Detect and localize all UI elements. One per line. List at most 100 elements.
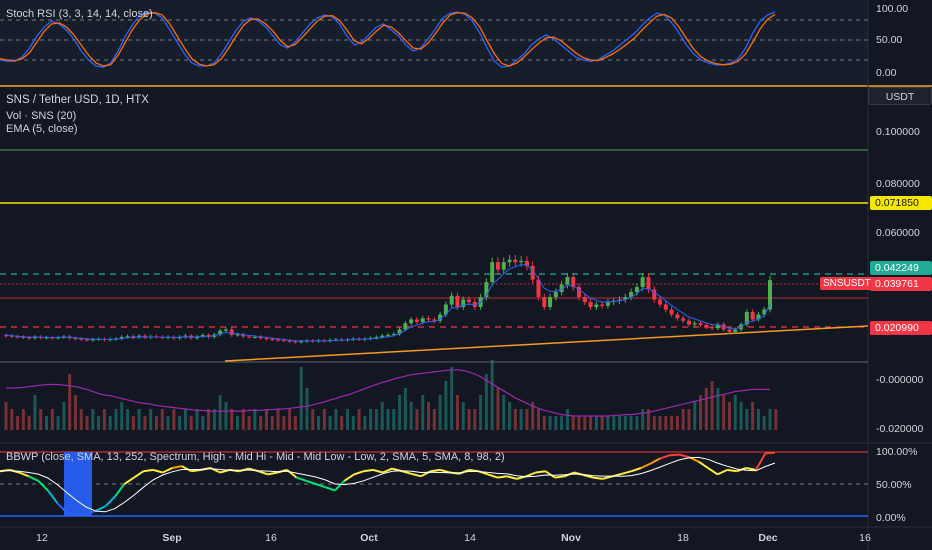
volume-bar bbox=[97, 416, 101, 430]
volume-bar bbox=[704, 388, 708, 430]
volume-bar bbox=[131, 416, 135, 430]
candle-body bbox=[264, 338, 269, 340]
candle-body bbox=[490, 262, 495, 283]
volume-bar bbox=[577, 416, 581, 430]
candle-body bbox=[218, 330, 223, 335]
volume-bar bbox=[154, 416, 158, 430]
bbwp-segment bbox=[439, 468, 450, 474]
candle-body bbox=[229, 329, 234, 335]
volume-bar bbox=[664, 416, 668, 430]
ema-indicator-label[interactable]: EMA (5, close) bbox=[6, 123, 78, 135]
candle-body bbox=[85, 339, 90, 341]
candle-body bbox=[247, 336, 252, 338]
candle-body bbox=[391, 333, 396, 335]
candle-body bbox=[380, 335, 385, 337]
volume-bar bbox=[56, 416, 60, 430]
volume-bar bbox=[762, 416, 766, 430]
volume-bar bbox=[554, 416, 558, 430]
bbwp-segment bbox=[746, 467, 757, 471]
volume-bar bbox=[583, 416, 587, 430]
candle-body bbox=[577, 287, 581, 298]
candle-body bbox=[588, 302, 593, 308]
volume-bar bbox=[461, 402, 465, 430]
volume-bar bbox=[282, 416, 286, 430]
candle-body bbox=[686, 320, 691, 325]
candle-body bbox=[32, 336, 37, 339]
bbwp-segment bbox=[85, 509, 97, 516]
volume-bar bbox=[230, 409, 234, 430]
candle-body bbox=[715, 324, 720, 329]
candle-body bbox=[617, 299, 622, 301]
candle-body bbox=[750, 312, 755, 320]
candle-body bbox=[675, 314, 680, 319]
candle-body bbox=[605, 302, 610, 306]
volume-bar bbox=[565, 409, 569, 430]
candle-body bbox=[756, 314, 761, 320]
volume-bar bbox=[340, 416, 344, 430]
volume-bar bbox=[687, 409, 691, 430]
volume-bar bbox=[455, 395, 459, 430]
volume-bar bbox=[542, 416, 546, 430]
volume-bar bbox=[218, 395, 222, 430]
candle-body bbox=[571, 277, 576, 288]
volume-bar bbox=[745, 409, 749, 430]
volume-bar bbox=[415, 409, 419, 430]
candle-body bbox=[386, 334, 390, 336]
pair-title[interactable]: SNS / Tether USD, 1D, HTX bbox=[6, 94, 149, 106]
candle-body bbox=[634, 287, 639, 293]
stoch-pane bbox=[0, 0, 868, 86]
volume-bar bbox=[322, 409, 326, 430]
volume-bar bbox=[722, 395, 726, 430]
bbwp-segment bbox=[133, 470, 145, 479]
bbwp-segment bbox=[66, 511, 77, 516]
volume-bar bbox=[120, 402, 124, 430]
bbwp-segment bbox=[37, 480, 49, 492]
volume-bar bbox=[675, 416, 679, 430]
bbwp-indicator-label[interactable]: BBWP (close, SMA, 13, 252, Spectrum, Hig… bbox=[6, 451, 505, 463]
bbwp-segment bbox=[621, 470, 632, 475]
candle-body bbox=[629, 292, 634, 298]
candle-body bbox=[4, 335, 8, 337]
candle-body bbox=[721, 324, 726, 330]
bbwp-segment bbox=[324, 486, 336, 492]
bbwp-segment bbox=[430, 468, 441, 473]
candle-body bbox=[646, 277, 651, 290]
candle-body bbox=[276, 339, 281, 341]
support-price-tag: 0.020990 bbox=[870, 321, 932, 335]
price-tick-neg0.02: -0.020000 bbox=[876, 423, 924, 435]
volume-bar bbox=[108, 416, 112, 430]
symbol-tag: SNSUSDT bbox=[820, 277, 874, 290]
bbwp-segment bbox=[697, 460, 709, 469]
candle-body bbox=[79, 338, 84, 340]
volume-bar bbox=[589, 416, 593, 430]
volume-bar bbox=[68, 374, 72, 430]
candle-body bbox=[414, 319, 419, 322]
candle-body bbox=[710, 326, 715, 329]
price-tick-0.1: 0.100000 bbox=[876, 126, 920, 138]
bbwp-segment bbox=[707, 467, 719, 476]
bbwp-segment bbox=[640, 462, 652, 469]
candle-body bbox=[420, 318, 425, 322]
x-tick-sep: Sep bbox=[162, 532, 182, 544]
stoch-rsi-label[interactable]: Stoch RSI (3, 3, 14, 14, close) bbox=[6, 8, 153, 20]
volume-indicator-label[interactable]: Vol · SNS (20) bbox=[6, 110, 77, 122]
volume-bar bbox=[166, 416, 170, 430]
currency-button[interactable]: USDT bbox=[868, 87, 932, 105]
green-level-price-tag: 0.042249 bbox=[870, 261, 932, 275]
volume-bar bbox=[392, 409, 396, 430]
candle-body bbox=[530, 265, 535, 280]
volume-bar bbox=[39, 409, 43, 430]
bbwp-segment bbox=[544, 470, 556, 479]
candle-body bbox=[27, 337, 32, 339]
volume-bar bbox=[727, 402, 731, 430]
volume-bar bbox=[369, 409, 373, 430]
volume-bar bbox=[438, 395, 442, 430]
bbwp-segment bbox=[123, 476, 135, 485]
candle-body bbox=[698, 323, 703, 325]
bbwp-segment bbox=[659, 454, 671, 460]
bbwp-segment bbox=[28, 475, 39, 482]
stoch-band-bg bbox=[0, 0, 868, 86]
candle-body bbox=[374, 336, 379, 338]
stoch-tick-50: 50.00 bbox=[876, 34, 903, 46]
